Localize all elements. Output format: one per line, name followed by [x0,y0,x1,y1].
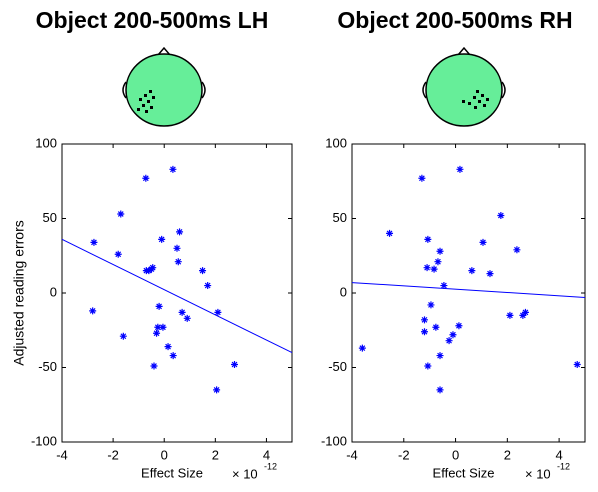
point [358,344,366,352]
point [176,228,184,236]
point [158,235,166,243]
y-tick-label: 0 [50,284,57,299]
point [456,165,464,173]
fit-line [351,282,586,298]
point [204,282,212,290]
y-tick-label: -100 [31,433,57,448]
y-tick-label: 0 [340,284,347,299]
x-tick-label: 2 [212,447,219,462]
point [155,302,163,310]
x-offset-text: × 10 [232,466,258,481]
point [449,331,457,339]
x-tick-label: -4 [56,447,68,462]
chart-title: Object 200-500ms RH [337,7,572,33]
y-axis-label: Adjusted reading errors [11,220,27,366]
point [430,265,438,273]
point [436,247,444,255]
x-tick-label: 4 [263,447,270,462]
point [432,323,440,331]
point [420,316,428,324]
y-tick-label: 50 [333,210,347,225]
point [440,282,448,290]
point [386,229,394,237]
x-tick-label: -4 [346,447,358,462]
point [424,362,432,370]
point [455,322,463,330]
point [434,258,442,266]
x-axis-label: Effect Size [141,465,203,480]
x-offset-text: × 10 [525,466,551,481]
x-tick-label: -2 [398,447,410,462]
point [173,244,181,252]
point [519,311,527,319]
y-tick-label: -50 [328,359,347,374]
point [427,301,435,309]
point [150,362,158,370]
point [521,308,529,316]
head-map [122,46,206,127]
plot-area [61,143,293,443]
x-tick-label: 4 [555,447,562,462]
point [436,386,444,394]
point [169,165,177,173]
x-tick-label: -2 [107,447,119,462]
point [573,361,581,369]
y-tick-label: 100 [325,135,347,150]
point [424,235,432,243]
x-tick-label: 0 [452,447,459,462]
point [90,238,98,246]
y-tick-label: -100 [321,433,347,448]
point [142,267,150,275]
point [154,323,162,331]
x-tick-label: 0 [161,447,168,462]
point [445,337,453,345]
point [89,307,97,315]
point [119,332,127,340]
point [213,386,221,394]
y-tick-label: -50 [38,359,57,374]
x-axis-label: Effect Size [433,465,495,480]
point [418,174,426,182]
point [479,238,487,246]
y-tick-label: 100 [35,135,57,150]
y-tick-label: 50 [43,210,57,225]
x-offset-exponent: -12 [557,461,570,471]
point [199,267,207,275]
point [159,323,167,331]
point [174,258,182,266]
x-tick-label: 2 [504,447,511,462]
point [153,329,161,337]
point [497,212,505,220]
point [164,343,172,351]
point [183,314,191,322]
point [117,210,125,218]
point [214,308,222,316]
point [231,361,238,369]
x-offset-exponent: -12 [264,461,277,471]
point [178,308,186,316]
point [420,328,428,336]
head-map [422,46,506,127]
point [142,174,150,182]
fit-line [61,238,293,354]
point [486,270,494,278]
point [423,264,431,272]
chart-title: Object 200-500ms LH [36,7,269,33]
point [513,246,521,254]
point [114,250,122,258]
point [149,264,157,272]
plot-area [351,143,586,443]
point [436,352,444,360]
point [506,311,514,319]
point [468,267,476,275]
point [169,352,177,360]
